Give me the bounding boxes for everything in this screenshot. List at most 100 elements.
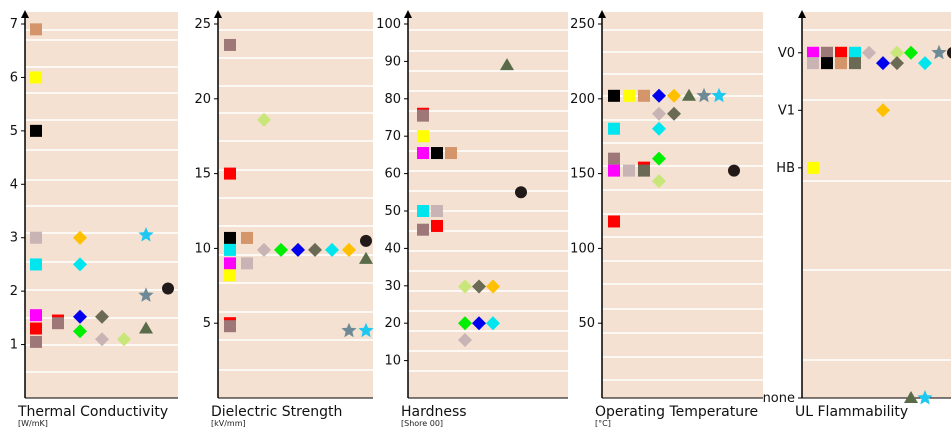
data-point-square <box>608 122 620 135</box>
data-point-square <box>623 89 635 102</box>
data-point-diamond <box>904 45 918 60</box>
data-point-diamond <box>890 45 904 60</box>
data-point-diamond <box>652 121 666 136</box>
y-tick-label: 20 <box>194 92 211 107</box>
data-point-square <box>807 57 819 70</box>
y-tick-label: 80 <box>384 92 401 107</box>
y-tick-label: 150 <box>570 167 595 182</box>
data-point-diamond <box>652 88 666 103</box>
y-tick-label: V1 <box>778 103 795 118</box>
data-point-triangle <box>682 88 696 101</box>
data-point-triangle <box>359 251 373 264</box>
data-point-diamond <box>73 309 87 324</box>
data-point-square <box>224 167 236 180</box>
data-point-diamond <box>667 88 681 103</box>
data-point-star <box>696 87 712 103</box>
data-point-square <box>445 147 457 160</box>
data-point-diamond <box>652 151 666 166</box>
data-point-square <box>224 231 236 244</box>
panel-title: Dielectric Strength <box>211 404 342 420</box>
data-point-square <box>241 257 253 270</box>
data-point-circle <box>515 186 527 199</box>
data-point-diamond <box>667 106 681 121</box>
y-tick-label: 200 <box>570 92 595 107</box>
data-point-diamond <box>876 103 890 118</box>
data-point-diamond <box>458 316 472 331</box>
y-tick-label: 40 <box>384 241 401 256</box>
data-point-diamond <box>486 279 500 294</box>
y-tick-label: 20 <box>384 316 401 331</box>
data-point-triangle <box>904 391 918 403</box>
data-point-square <box>417 130 429 143</box>
y-axis-arrow <box>404 10 412 18</box>
data-point-diamond <box>458 333 472 348</box>
plot-background <box>802 12 951 398</box>
data-point-diamond <box>257 112 271 127</box>
data-point-diamond <box>73 257 87 272</box>
data-point-diamond <box>95 332 109 347</box>
data-point-square <box>30 71 42 84</box>
plot-background <box>602 12 763 398</box>
data-point-square <box>431 219 443 232</box>
y-tick-label: 6 <box>10 70 18 85</box>
y-tick-label: 10 <box>384 354 401 369</box>
data-point-diamond <box>458 279 472 294</box>
data-point-triangle <box>500 58 514 71</box>
data-point-diamond <box>274 242 288 257</box>
data-point-star <box>138 287 154 302</box>
data-point-diamond <box>486 316 500 331</box>
y-tick-label: 100 <box>570 241 595 256</box>
data-point-circle <box>360 234 372 247</box>
data-point-square <box>821 46 833 59</box>
y-tick-label: 90 <box>384 54 401 69</box>
data-point-star <box>341 322 357 338</box>
data-point-diamond <box>652 174 666 189</box>
data-point-diamond <box>862 45 876 60</box>
y-tick-label: 250 <box>570 17 595 32</box>
data-point-square <box>30 124 42 137</box>
data-point-diamond <box>652 106 666 121</box>
data-point-star <box>358 322 374 338</box>
y-axis-arrow <box>214 10 222 18</box>
data-point-square <box>224 38 236 51</box>
panel-title: Thermal Conductivity <box>17 404 168 420</box>
data-point-square <box>417 109 429 122</box>
data-point-diamond <box>257 242 271 257</box>
y-axis-arrow <box>598 10 606 18</box>
panel-unit: [Shore 00] <box>401 419 443 427</box>
data-point-square <box>849 57 861 70</box>
data-point-square <box>224 320 236 333</box>
data-point-star <box>917 390 933 405</box>
panel-title: Hardness <box>401 404 467 420</box>
data-point-square <box>30 322 42 335</box>
data-point-diamond <box>73 324 87 339</box>
y-tick-label: 50 <box>578 316 595 331</box>
data-point-square <box>241 231 253 244</box>
data-point-square <box>224 257 236 270</box>
data-point-square <box>608 164 620 177</box>
y-tick-label: 1 <box>10 338 18 353</box>
data-point-star <box>931 44 947 60</box>
data-point-diamond <box>876 56 890 71</box>
y-tick-label: 5 <box>203 316 211 331</box>
data-point-square <box>807 46 819 59</box>
data-point-square <box>608 215 620 228</box>
y-axis-arrow <box>798 10 806 18</box>
panel-unit: [°C] <box>595 419 611 427</box>
data-point-diamond <box>95 309 109 324</box>
data-point-circle <box>947 47 951 59</box>
data-point-diamond <box>117 332 131 347</box>
y-tick-label: 4 <box>10 177 18 192</box>
data-point-triangle <box>139 321 153 334</box>
data-point-square <box>30 258 42 271</box>
data-point-square <box>638 89 650 102</box>
y-axis-arrow <box>21 10 29 18</box>
data-point-star <box>711 87 727 103</box>
panel-unit: [kV/mm] <box>211 419 246 427</box>
data-point-square <box>431 205 443 217</box>
y-tick-label: 100 <box>376 17 401 32</box>
y-tick-label: none <box>763 391 795 406</box>
data-point-circle <box>162 282 174 295</box>
y-tick-label: HB <box>776 161 795 176</box>
data-point-star <box>138 227 154 242</box>
